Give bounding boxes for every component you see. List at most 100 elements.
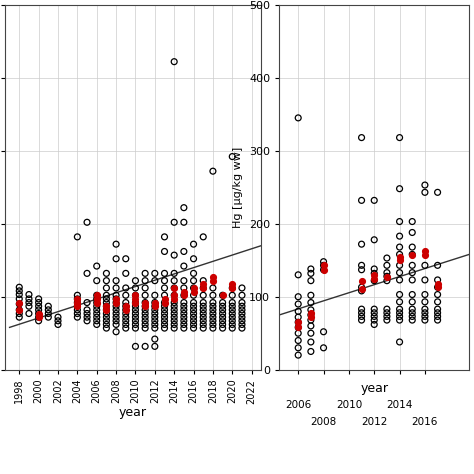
- Point: [102, 317, 110, 325]
- Point: [228, 302, 236, 310]
- Point: [371, 270, 378, 277]
- Point: [190, 255, 197, 263]
- Point: [102, 299, 110, 306]
- Point: [161, 302, 168, 310]
- Point: [93, 277, 100, 284]
- Point: [219, 299, 227, 306]
- Point: [307, 322, 315, 330]
- Point: [180, 299, 188, 306]
- Point: [307, 313, 315, 321]
- Point: [132, 299, 139, 306]
- Point: [409, 228, 416, 236]
- Point: [307, 299, 315, 306]
- Point: [122, 292, 129, 299]
- Point: [209, 317, 217, 325]
- Point: [409, 276, 416, 284]
- Point: [409, 298, 416, 306]
- Point: [83, 310, 91, 317]
- Point: [16, 310, 23, 317]
- Point: [409, 316, 416, 324]
- Text: 2012: 2012: [361, 417, 387, 427]
- Text: 2006: 2006: [285, 400, 311, 410]
- Point: [421, 298, 428, 306]
- Point: [170, 219, 178, 226]
- Point: [209, 324, 217, 332]
- X-axis label: year: year: [119, 406, 147, 419]
- Point: [371, 313, 378, 320]
- Point: [180, 302, 188, 310]
- Point: [180, 248, 188, 255]
- Point: [180, 277, 188, 284]
- Point: [170, 317, 178, 325]
- Point: [396, 309, 403, 317]
- Point: [358, 287, 365, 295]
- Point: [170, 251, 178, 259]
- Point: [112, 284, 120, 292]
- Text: 2010: 2010: [336, 400, 362, 410]
- Point: [396, 218, 403, 225]
- Point: [25, 302, 33, 310]
- Point: [102, 306, 110, 314]
- Point: [45, 310, 52, 317]
- Point: [141, 343, 149, 350]
- Point: [170, 324, 178, 332]
- Point: [161, 310, 168, 317]
- Point: [421, 262, 428, 269]
- Point: [161, 313, 168, 321]
- Text: 2008: 2008: [310, 417, 337, 427]
- Point: [141, 310, 149, 317]
- Point: [112, 302, 120, 310]
- Point: [93, 295, 100, 303]
- Point: [434, 262, 441, 269]
- Point: [73, 302, 81, 310]
- Point: [307, 265, 315, 273]
- Point: [122, 321, 129, 328]
- Point: [294, 351, 302, 359]
- Point: [35, 310, 42, 317]
- Point: [371, 275, 378, 283]
- Point: [409, 262, 416, 269]
- Point: [409, 313, 416, 320]
- Point: [161, 248, 168, 255]
- Point: [371, 236, 378, 244]
- Point: [307, 329, 315, 337]
- Point: [73, 295, 81, 303]
- Point: [209, 284, 217, 292]
- Point: [371, 309, 378, 317]
- Point: [122, 313, 129, 321]
- Point: [151, 277, 159, 284]
- Point: [112, 292, 120, 299]
- Point: [102, 306, 110, 314]
- Point: [396, 251, 403, 258]
- Point: [102, 270, 110, 277]
- Point: [180, 310, 188, 317]
- Point: [238, 317, 246, 325]
- Point: [112, 277, 120, 284]
- Point: [170, 270, 178, 277]
- Point: [141, 270, 149, 277]
- Point: [112, 306, 120, 314]
- Point: [132, 299, 139, 306]
- Point: [170, 292, 178, 299]
- Point: [73, 233, 81, 241]
- Point: [307, 309, 315, 317]
- Point: [151, 270, 159, 277]
- Point: [132, 292, 139, 299]
- Point: [141, 317, 149, 325]
- Point: [358, 197, 365, 204]
- Point: [190, 270, 197, 277]
- Point: [35, 313, 42, 321]
- Point: [219, 321, 227, 328]
- Point: [200, 324, 207, 332]
- Point: [161, 233, 168, 241]
- Point: [219, 313, 227, 321]
- Point: [73, 306, 81, 314]
- Point: [141, 302, 149, 310]
- Point: [294, 313, 302, 321]
- Point: [132, 284, 139, 292]
- Point: [73, 299, 81, 306]
- Point: [122, 270, 129, 277]
- Point: [219, 302, 227, 310]
- Point: [294, 114, 302, 122]
- Point: [383, 305, 391, 313]
